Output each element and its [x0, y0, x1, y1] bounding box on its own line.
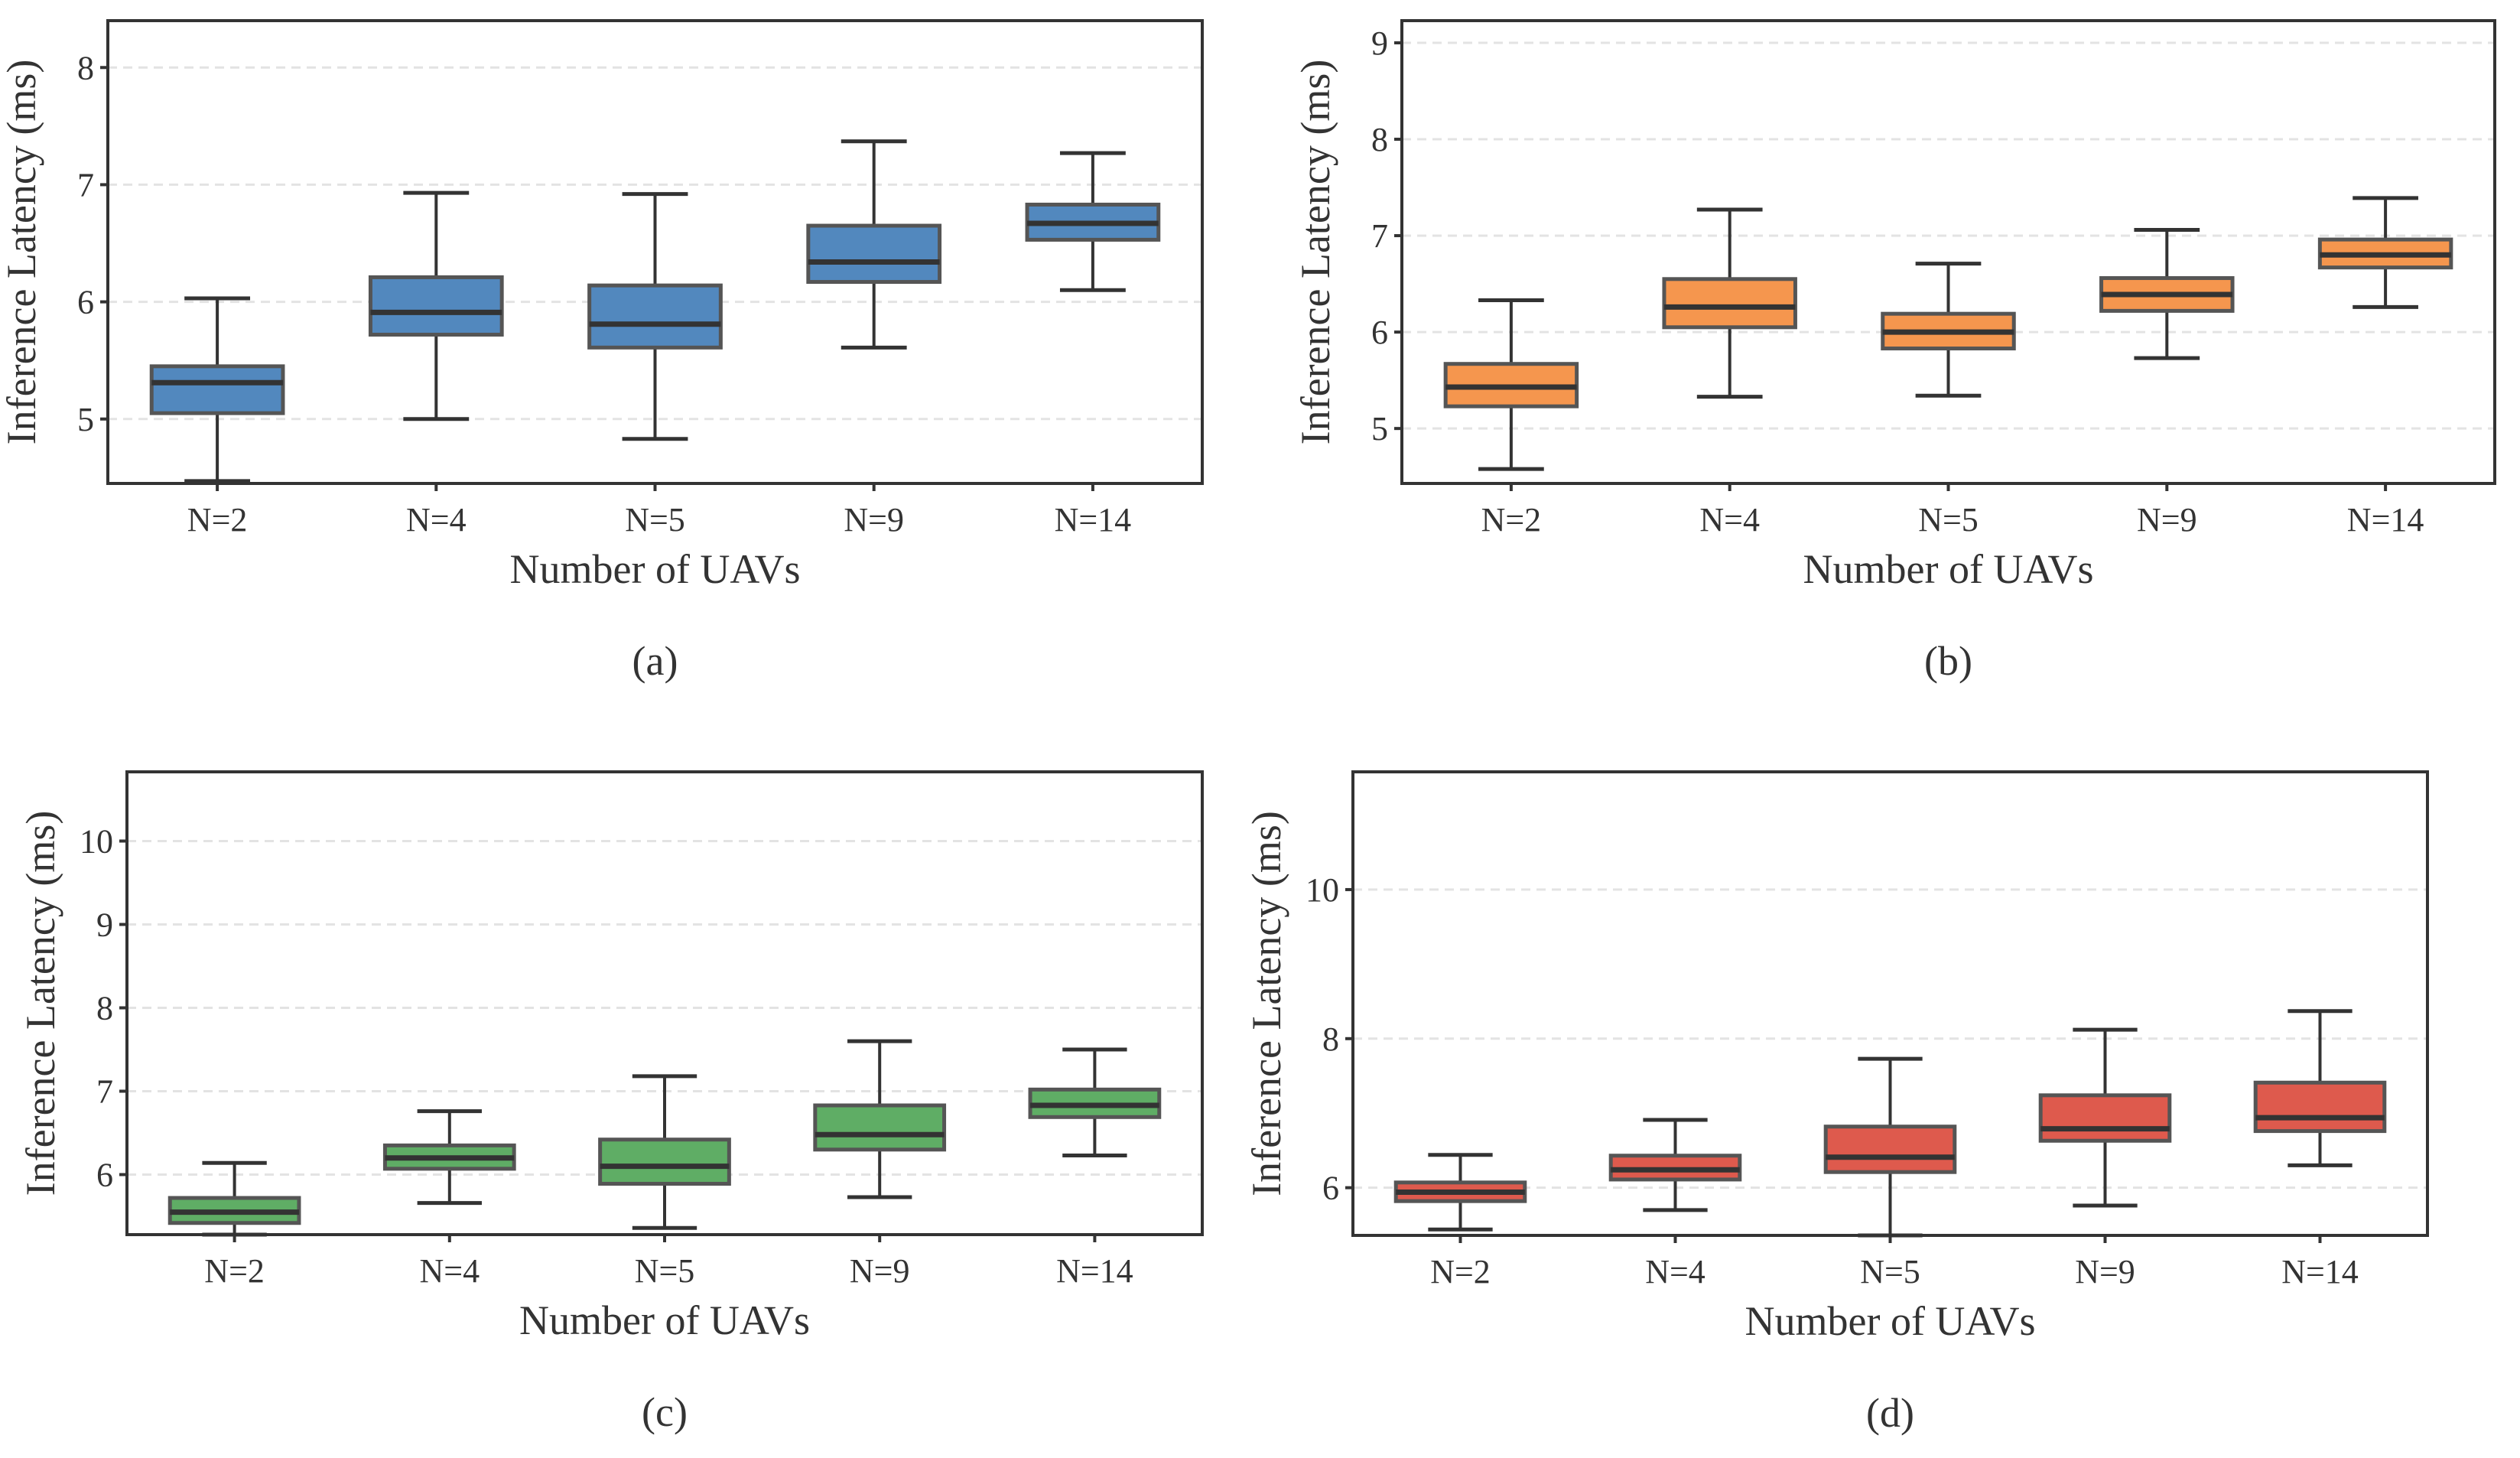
y-tick-label: 10	[80, 822, 113, 860]
y-tick-label: 8	[77, 49, 94, 86]
y-tick-label: 5	[77, 401, 94, 438]
x-tick-label: N=14	[1055, 501, 1132, 539]
x-tick-label: N=4	[1699, 501, 1760, 539]
x-tick-label: N=9	[844, 501, 904, 539]
x-tick-label: N=5	[1860, 1253, 1920, 1290]
box-N=2	[1443, 298, 1579, 471]
y-tick-label: 10	[1306, 871, 1339, 909]
iqr-box	[598, 1137, 731, 1186]
subplot-a: 5 6 7 8 N=2 N=4 N=5 N=9 N=14 Number of UAVs Infere…	[0, 19, 1204, 684]
box-N=2	[149, 296, 285, 483]
iqr-box	[2038, 1093, 2172, 1143]
x-axis-label: Number of UAVs	[519, 1297, 810, 1343]
iqr-box	[2253, 1080, 2387, 1134]
y-tick-label: 9	[96, 906, 113, 943]
y-tick-label: 9	[1371, 24, 1388, 62]
x-tick-label: N=5	[635, 1252, 695, 1290]
box-N=5	[598, 1074, 731, 1230]
box-N=4	[1608, 1118, 1742, 1212]
y-tick-label: 6	[96, 1157, 113, 1194]
y-tick-label: 7	[77, 166, 94, 203]
x-axis-label: Number of UAVs	[1803, 546, 2094, 592]
box-N=14	[2317, 196, 2453, 309]
y-tick-label: 6	[1371, 314, 1388, 351]
box-N=9	[2038, 1027, 2172, 1208]
subplot-caption: (c)	[642, 1389, 688, 1435]
x-tick-label: N=2	[204, 1252, 265, 1290]
subplot-c: 6 7 8 9 10 N=2 N=4 N=5 N=9 N=14 Number of UAVs Infe…	[18, 770, 1204, 1435]
subplot-caption: (a)	[632, 638, 678, 684]
plot-frame	[1400, 19, 2496, 485]
iqr-box	[806, 223, 942, 285]
x-axis-label: Number of UAVs	[1745, 1298, 2036, 1344]
box-N=14	[1028, 1047, 1162, 1157]
x-tick-label: N=14	[1056, 1252, 1133, 1290]
x-axis-label: Number of UAVs	[510, 546, 801, 592]
iqr-box	[587, 283, 723, 350]
box-N=4	[382, 1109, 516, 1206]
y-tick-label: 8	[96, 989, 113, 1027]
iqr-box	[1662, 277, 1797, 330]
x-tick-label: N=9	[2137, 501, 2197, 539]
y-tick-label: 8	[1371, 121, 1388, 158]
box-N=9	[806, 139, 942, 350]
plot-frame	[1351, 770, 2429, 1237]
x-tick-label: N=4	[420, 1252, 480, 1290]
box-N=2	[167, 1160, 301, 1237]
box-N=4	[1662, 207, 1797, 399]
plot-frame	[125, 770, 1204, 1236]
x-tick-label: N=2	[1430, 1253, 1491, 1290]
y-axis-label: Inference Latency (ms)	[1293, 60, 1338, 445]
y-tick-label: 7	[96, 1073, 113, 1111]
x-tick-label: N=5	[1918, 501, 1979, 539]
x-tick-label: N=4	[406, 501, 467, 539]
y-tick-label: 6	[1322, 1170, 1339, 1207]
x-tick-label: N=4	[1645, 1253, 1705, 1290]
subplot-b: 5 6 7 8 9 N=2 N=4 N=5 N=9 N=14 Number of UAVs Infer…	[1293, 19, 2496, 684]
x-tick-label: N=14	[2281, 1253, 2359, 1290]
x-tick-label: N=9	[2075, 1253, 2135, 1290]
box-N=2	[1393, 1153, 1527, 1232]
y-tick-label: 7	[1371, 217, 1388, 255]
x-tick-label: N=14	[2347, 501, 2424, 539]
iqr-box	[368, 275, 504, 337]
y-axis-label: Inference Latency (ms)	[0, 60, 44, 445]
iqr-box	[813, 1103, 947, 1152]
iqr-box	[149, 364, 285, 415]
box-N=14	[1025, 151, 1161, 292]
y-axis-label: Inference Latency (ms)	[1244, 811, 1289, 1196]
y-tick-label: 6	[77, 284, 94, 321]
iqr-box	[1823, 1124, 1957, 1174]
plot-frame	[106, 19, 1204, 485]
box-N=5	[1823, 1056, 1957, 1238]
box-N=9	[813, 1039, 947, 1199]
y-tick-label: 5	[1371, 410, 1388, 447]
box-N=5	[1881, 262, 2016, 398]
box-N=5	[587, 192, 723, 441]
x-tick-label: N=5	[625, 501, 685, 539]
subplot-caption: (d)	[1866, 1390, 1914, 1436]
y-tick-label: 8	[1322, 1020, 1339, 1058]
subplot-d: 6 8 10 N=2 N=4 N=5 N=9 N=14 Number of UAVs Infere…	[1244, 770, 2429, 1436]
x-tick-label: N=9	[850, 1252, 910, 1290]
box-N=14	[2253, 1009, 2387, 1167]
y-axis-label: Inference Latency (ms)	[18, 811, 63, 1196]
box-N=4	[368, 190, 504, 421]
box-N=9	[2099, 228, 2235, 360]
x-tick-label: N=2	[1481, 501, 1542, 539]
subplot-caption: (b)	[1924, 638, 1972, 684]
x-tick-label: N=2	[187, 501, 248, 539]
